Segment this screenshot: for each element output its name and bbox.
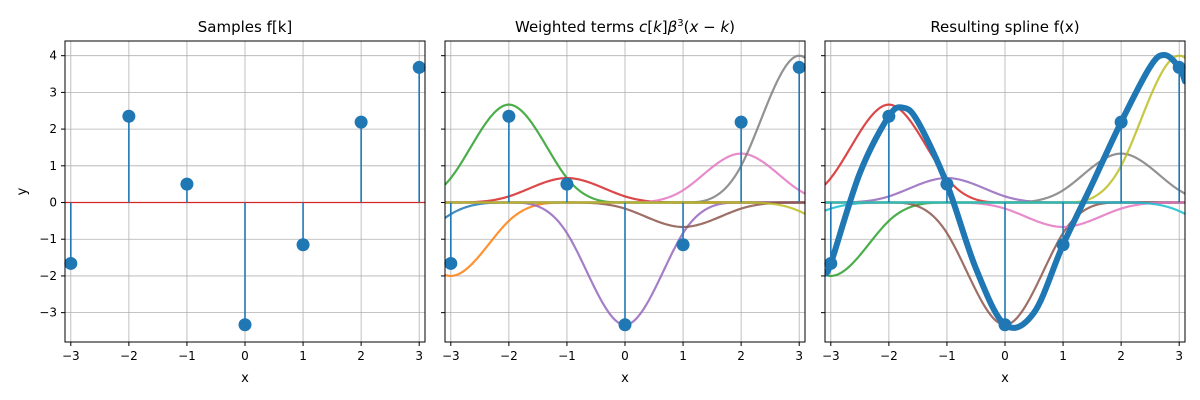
stem-marker [64,256,78,270]
x-tick-label: −3 [822,349,840,363]
x-tick-label: 2 [1117,349,1125,363]
x-tick-label: −2 [120,349,138,363]
stem-marker [618,318,632,332]
stem-marker [122,109,136,123]
y-tick-label: 3 [49,85,57,99]
stem-marker [354,115,368,129]
stem-marker [792,60,806,74]
y-tick-label: −2 [39,269,57,283]
stem-marker [1056,238,1070,252]
y-tick-label: −3 [39,306,57,320]
chart-title: Resulting spline f(x) [930,18,1079,36]
stem-marker [940,177,954,191]
x-tick-label: 1 [1059,349,1067,363]
stem-marker [444,256,458,270]
chart-title: Weighted terms c[k]β3(x − k) [515,18,735,36]
stem-marker [824,256,838,270]
stem-marker [180,177,194,191]
x-tick-label: −2 [880,349,898,363]
plot-area [445,54,805,326]
panel-3: −3 −2 −1 0 1 2 3 Resulting spline f(x) x [821,18,1186,386]
stem-marker [676,238,690,252]
x-tick-label: 2 [357,349,365,363]
x-tick-label: 3 [795,349,803,363]
x-axis-label: x [1001,371,1009,386]
x-tick-label: 2 [737,349,745,363]
x-tick-label: −2 [500,349,518,363]
x-tick-label: 1 [299,349,307,363]
stem-marker [882,109,896,123]
x-tick-label: 3 [1175,349,1183,363]
stem-marker [412,60,426,74]
stem-marker [734,115,748,129]
chart-title: Samples f[k] [198,18,293,36]
x-tick-label: 0 [241,349,249,363]
panel-2: −3 −2 −1 0 1 2 3 Weighted terms c[k]β3(x − k) x [441,18,806,386]
x-tick-label: 3 [415,349,423,363]
y-axis-label: y [15,187,30,195]
x-tick-label: 1 [679,349,687,363]
stem-marker [998,318,1012,332]
stem-marker [238,318,252,332]
stem-marker [502,109,516,123]
x-tick-label: −1 [178,349,196,363]
y-tick-label: 1 [49,159,57,173]
x-tick-label: −3 [442,349,460,363]
stem-marker [1114,115,1128,129]
x-tick-label: 0 [1001,349,1009,363]
y-tick-label: 0 [49,196,57,210]
x-tick-label: −1 [558,349,576,363]
y-tick-label: 2 [49,122,57,136]
stem-marker [1172,60,1186,74]
x-tick-label: −3 [62,349,80,363]
stem-marker [296,238,310,252]
x-axis-label: x [241,371,249,386]
x-tick-label: −1 [938,349,956,363]
panel-1: −3 −2 −1 0 1 2 3 −3 −2 −1 0 1 2 3 4 Samples f[k] x y [15,18,426,386]
weighted-term-curve [825,201,1185,215]
plot-area [65,67,425,325]
stem-marker [560,177,574,191]
x-tick-label: 0 [621,349,629,363]
y-tick-label: −1 [39,232,57,246]
weighted-term-curve [445,201,805,215]
y-tick-label: 4 [49,49,57,63]
x-axis-label: x [621,371,629,386]
